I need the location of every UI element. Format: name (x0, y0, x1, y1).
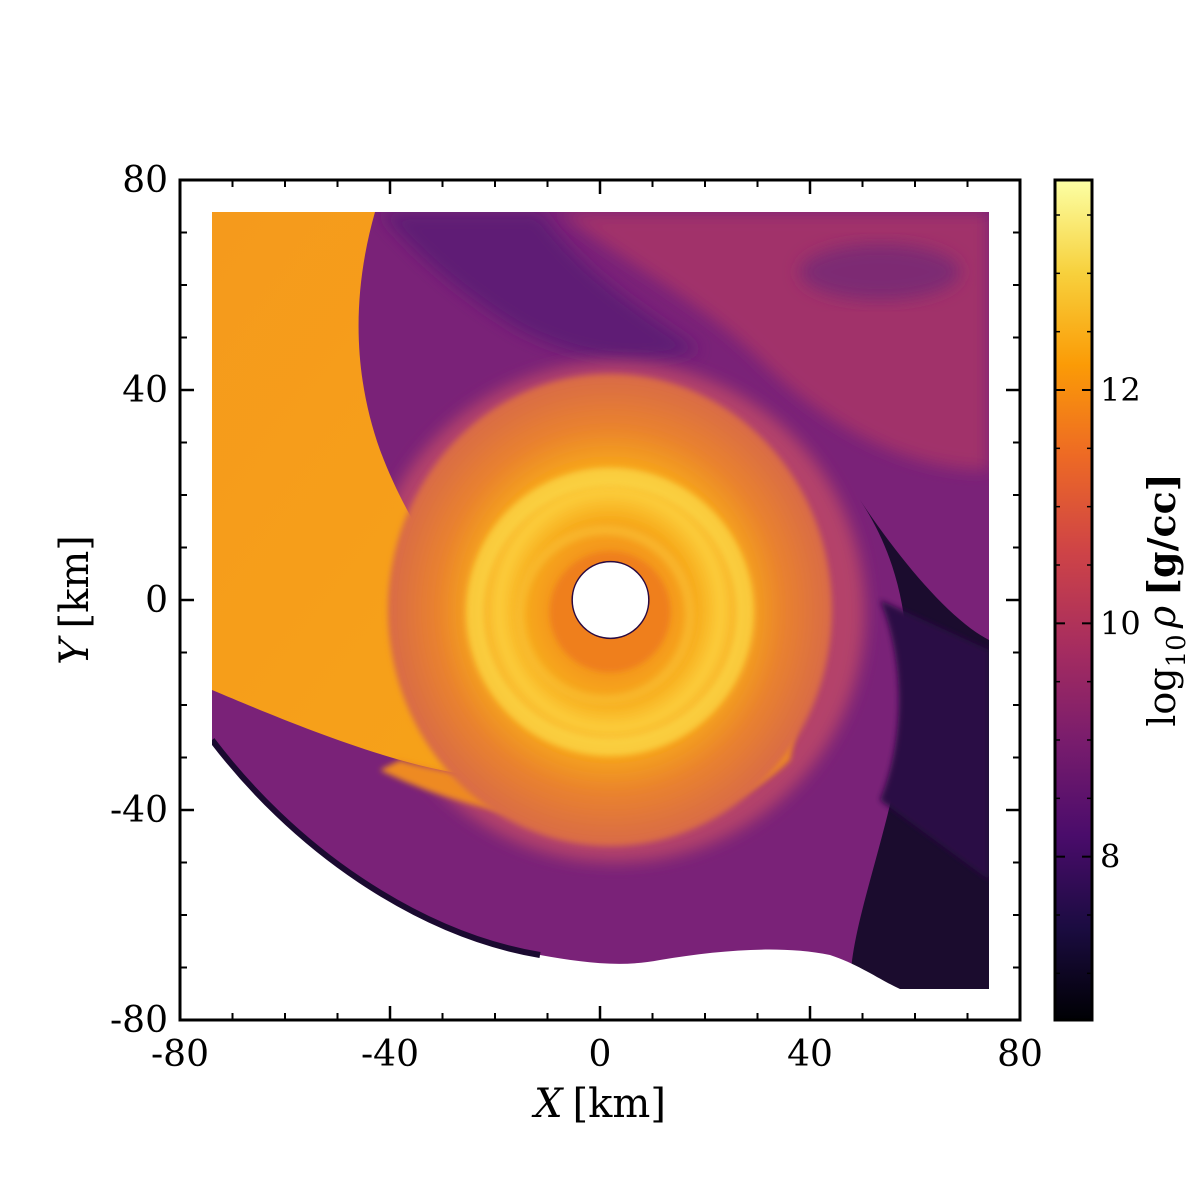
colorbar-tick-label: 8 (1100, 838, 1120, 876)
colorbar-tick-labels: 8 10 12 (1100, 371, 1141, 876)
y-tick-label: -80 (110, 1000, 168, 1041)
x-tick-label: -40 (361, 1034, 419, 1075)
heatmap-tidal-arm (212, 212, 640, 784)
heatmap-void-rim (212, 738, 541, 958)
heatmap-dark-streak (380, 212, 700, 361)
colorbar-tick-label: 10 (1100, 604, 1141, 642)
colorbar-title-subscript: 10 (1162, 634, 1192, 667)
colorbar-title: log10 ρ [g/cc] (1139, 473, 1192, 726)
x-tick-label: 80 (997, 1034, 1043, 1075)
x-axis-title-var: X (531, 1081, 564, 1127)
colorbar-title-var: ρ (1140, 605, 1184, 629)
x-tick-label: -80 (151, 1034, 209, 1075)
x-axis-title-unit: [km] (573, 1081, 666, 1127)
x-axis-ticks (178, 180, 1022, 1020)
x-tick-label: 40 (787, 1034, 833, 1075)
heatmap-low-density-inner (880, 600, 989, 880)
y-tick-label: 40 (122, 370, 168, 411)
x-axis-title: X [km] (531, 1081, 666, 1127)
y-axis-tick-labels: -80 -40 0 40 80 (110, 160, 168, 1041)
y-tick-label: -40 (110, 790, 168, 831)
colorbar-frame (1053, 178, 1094, 1022)
colorbar-title-unit: [g/cc] (1139, 473, 1184, 596)
colorbar-gradient (1055, 180, 1092, 1020)
y-axis-title-unit: [km] (52, 535, 98, 628)
density-heatmap (212, 212, 989, 989)
colorbar-title-prefix: log (1140, 667, 1184, 726)
y-tick-label: 80 (122, 160, 168, 201)
heatmap-bright-ring (466, 468, 754, 756)
y-axis-title-var: Y (52, 635, 98, 665)
heatmap-vortex-feature (800, 244, 960, 300)
excised-region (571, 560, 650, 640)
y-axis-title: Y [km] (52, 535, 98, 665)
x-axis-tick-labels: -80 -40 0 40 80 (151, 1034, 1043, 1075)
plot-area: -80 -40 0 40 80 -80 -40 0 40 80 (110, 160, 1043, 1075)
y-tick-label: 0 (145, 580, 168, 621)
x-tick-label: 0 (589, 1034, 612, 1075)
colorbar-ticks (1055, 214, 1092, 975)
colorbar-tick-label: 12 (1100, 371, 1141, 409)
y-axis-ticks (180, 178, 1020, 1022)
heatmap-inner-ring (515, 525, 695, 705)
heatmap-no-data-region (212, 740, 900, 989)
